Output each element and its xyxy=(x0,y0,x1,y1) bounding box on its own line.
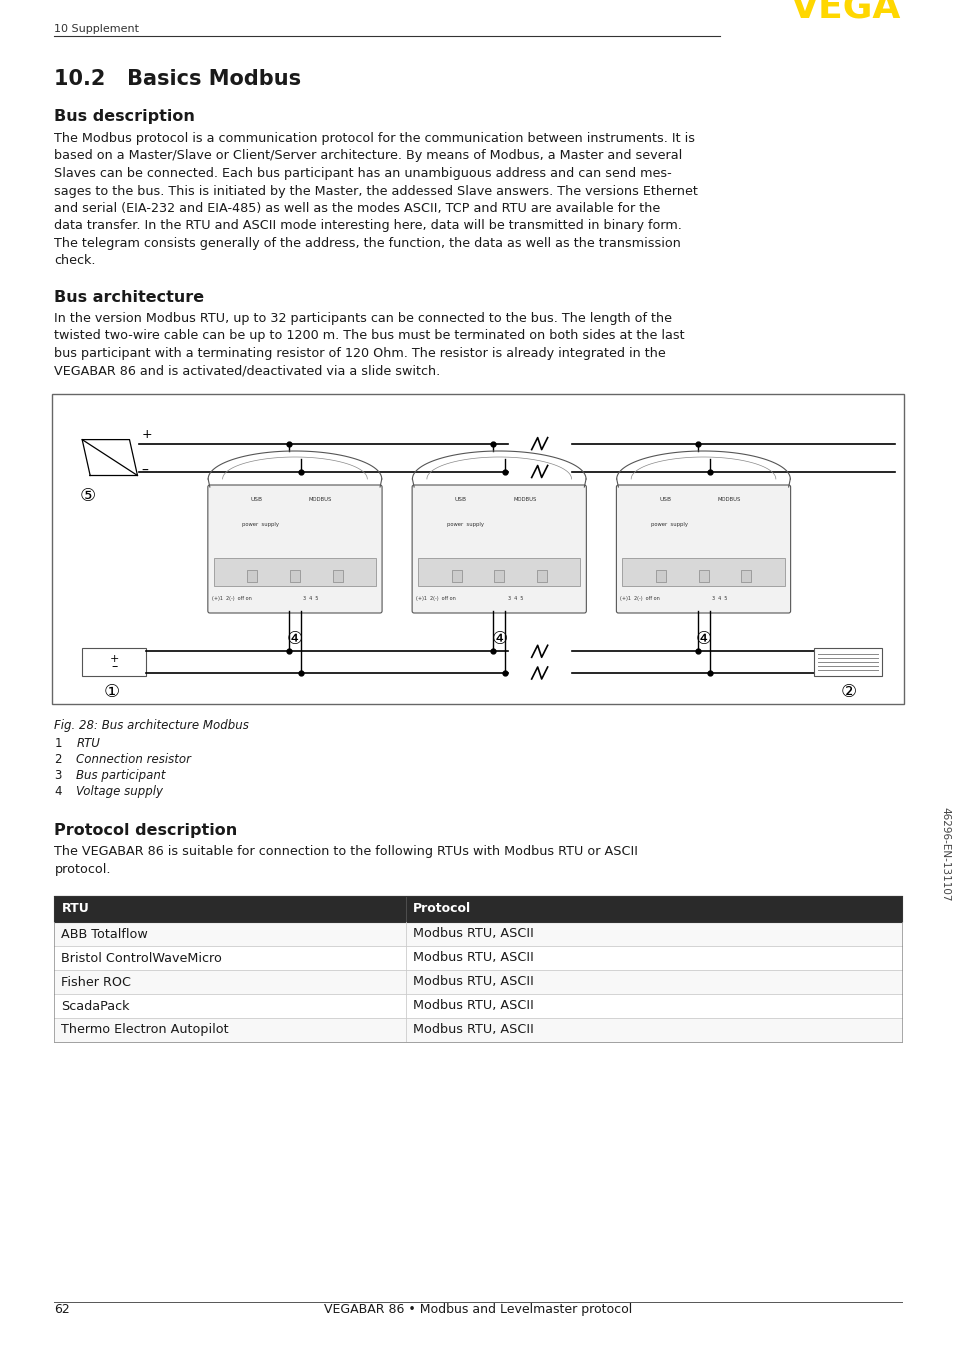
Text: 62: 62 xyxy=(54,1303,71,1316)
Text: VEGABAR 86 • Modbus and Levelmaster protocol: VEGABAR 86 • Modbus and Levelmaster prot… xyxy=(323,1303,632,1316)
Bar xyxy=(494,570,504,582)
Text: protocol.: protocol. xyxy=(54,862,111,876)
Text: data transfer. In the RTU and ASCII mode interesting here, data will be transmit: data transfer. In the RTU and ASCII mode… xyxy=(54,219,681,233)
Text: check.: check. xyxy=(54,255,96,268)
Text: 3  4  5: 3 4 5 xyxy=(711,596,726,601)
Text: power  supply: power supply xyxy=(446,523,483,527)
Text: Bus architecture: Bus architecture xyxy=(54,290,204,305)
Bar xyxy=(621,558,783,586)
Bar xyxy=(213,558,375,586)
Text: ScadaPack: ScadaPack xyxy=(61,999,130,1013)
Text: Protocol description: Protocol description xyxy=(54,823,237,838)
Bar xyxy=(52,394,902,704)
Text: twisted two-wire cable can be up to 1200 m. The bus must be terminated on both s: twisted two-wire cable can be up to 1200… xyxy=(54,329,684,343)
Text: based on a Master/Slave or Client/Server architecture. By means of Modbus, a Mas: based on a Master/Slave or Client/Server… xyxy=(54,149,682,162)
Text: 4: 4 xyxy=(54,785,62,798)
Text: ④: ④ xyxy=(491,630,507,649)
Text: USB: USB xyxy=(251,497,262,502)
Text: Modbus RTU, ASCII: Modbus RTU, ASCII xyxy=(413,952,534,964)
Text: sages to the bus. This is initiated by the Master, the addessed Slave answers. T: sages to the bus. This is initiated by t… xyxy=(54,184,698,198)
Text: MODBUS: MODBUS xyxy=(717,497,740,502)
Text: Fig. 28: Bus architecture Modbus: Fig. 28: Bus architecture Modbus xyxy=(54,719,249,733)
Bar xyxy=(54,896,901,922)
Text: (+)1  2(-)  off on: (+)1 2(-) off on xyxy=(416,596,456,601)
Text: ④: ④ xyxy=(695,630,711,649)
Text: Modbus RTU, ASCII: Modbus RTU, ASCII xyxy=(413,975,534,988)
Bar xyxy=(698,570,708,582)
Text: 2: 2 xyxy=(54,753,62,766)
Text: RTU: RTU xyxy=(76,737,100,750)
Text: Connection resistor: Connection resistor xyxy=(76,753,192,766)
Text: Bus participant: Bus participant xyxy=(76,769,166,783)
Bar xyxy=(451,570,461,582)
Text: Bus description: Bus description xyxy=(54,110,195,125)
Bar xyxy=(290,570,299,582)
Bar xyxy=(417,558,579,586)
Text: In the version Modbus RTU, up to 32 participants can be connected to the bus. Th: In the version Modbus RTU, up to 32 part… xyxy=(54,311,672,325)
Text: ②: ② xyxy=(840,682,856,700)
Text: 3  4  5: 3 4 5 xyxy=(507,596,522,601)
Text: 3: 3 xyxy=(54,769,62,783)
Text: ①: ① xyxy=(104,682,120,700)
Text: MODBUS: MODBUS xyxy=(309,497,332,502)
Text: 10.2   Basics Modbus: 10.2 Basics Modbus xyxy=(54,69,301,89)
Bar xyxy=(54,922,901,946)
FancyBboxPatch shape xyxy=(616,485,790,613)
Bar xyxy=(54,994,901,1018)
Text: +: + xyxy=(110,654,119,665)
Text: ⑤: ⑤ xyxy=(80,487,96,505)
Text: (+)1  2(-)  off on: (+)1 2(-) off on xyxy=(619,596,659,601)
Text: Thermo Electron Autopilot: Thermo Electron Autopilot xyxy=(61,1024,229,1037)
Bar xyxy=(740,570,750,582)
Text: power  supply: power supply xyxy=(650,523,687,527)
Text: ④: ④ xyxy=(287,630,303,649)
Text: ABB Totalflow: ABB Totalflow xyxy=(61,927,148,941)
Text: Modbus RTU, ASCII: Modbus RTU, ASCII xyxy=(413,1024,534,1037)
Text: The telegram consists generally of the address, the function, the data as well a: The telegram consists generally of the a… xyxy=(54,237,680,250)
Text: 46296-EN-131107: 46296-EN-131107 xyxy=(939,807,949,902)
Bar xyxy=(537,570,546,582)
Text: The VEGABAR 86 is suitable for connection to the following RTUs with Modbus RTU : The VEGABAR 86 is suitable for connectio… xyxy=(54,845,638,858)
Text: VEGABAR 86 and is activated/deactivated via a slide switch.: VEGABAR 86 and is activated/deactivated … xyxy=(54,364,440,378)
Text: USB: USB xyxy=(659,497,671,502)
Text: Bristol ControlWaveMicro: Bristol ControlWaveMicro xyxy=(61,952,222,964)
Bar xyxy=(54,1018,901,1043)
Text: bus participant with a terminating resistor of 120 Ohm. The resistor is already : bus participant with a terminating resis… xyxy=(54,347,665,360)
Text: Slaves can be connected. Each bus participant has an unambiguous address and can: Slaves can be connected. Each bus partic… xyxy=(54,167,672,180)
Text: Fisher ROC: Fisher ROC xyxy=(61,975,132,988)
Text: USB: USB xyxy=(455,497,466,502)
FancyBboxPatch shape xyxy=(412,485,586,613)
Text: The Modbus protocol is a communication protocol for the communication between in: The Modbus protocol is a communication p… xyxy=(54,131,695,145)
Text: Protocol: Protocol xyxy=(413,903,471,915)
Text: power  supply: power supply xyxy=(242,523,279,527)
Text: –: – xyxy=(141,463,149,478)
Text: Modbus RTU, ASCII: Modbus RTU, ASCII xyxy=(413,927,534,941)
Bar xyxy=(82,649,146,676)
Bar xyxy=(54,969,901,994)
Bar xyxy=(54,946,901,969)
Text: +: + xyxy=(141,428,152,440)
Text: VEGA: VEGA xyxy=(790,0,901,24)
Bar xyxy=(813,649,882,676)
Bar xyxy=(333,570,342,582)
Text: Modbus RTU, ASCII: Modbus RTU, ASCII xyxy=(413,999,534,1013)
Bar xyxy=(247,570,257,582)
Text: and serial (EIA-232 and EIA-485) as well as the modes ASCII, TCP and RTU are ava: and serial (EIA-232 and EIA-485) as well… xyxy=(54,202,659,215)
Text: (+)1  2(-)  off on: (+)1 2(-) off on xyxy=(212,596,252,601)
Text: RTU: RTU xyxy=(61,903,89,915)
Text: –: – xyxy=(111,659,117,673)
FancyBboxPatch shape xyxy=(208,485,381,613)
Polygon shape xyxy=(82,440,137,475)
Text: 3  4  5: 3 4 5 xyxy=(303,596,318,601)
Bar xyxy=(656,570,665,582)
Text: 10 Supplement: 10 Supplement xyxy=(54,24,139,34)
Text: MODBUS: MODBUS xyxy=(513,497,536,502)
Text: 1: 1 xyxy=(54,737,62,750)
Text: Voltage supply: Voltage supply xyxy=(76,785,163,798)
